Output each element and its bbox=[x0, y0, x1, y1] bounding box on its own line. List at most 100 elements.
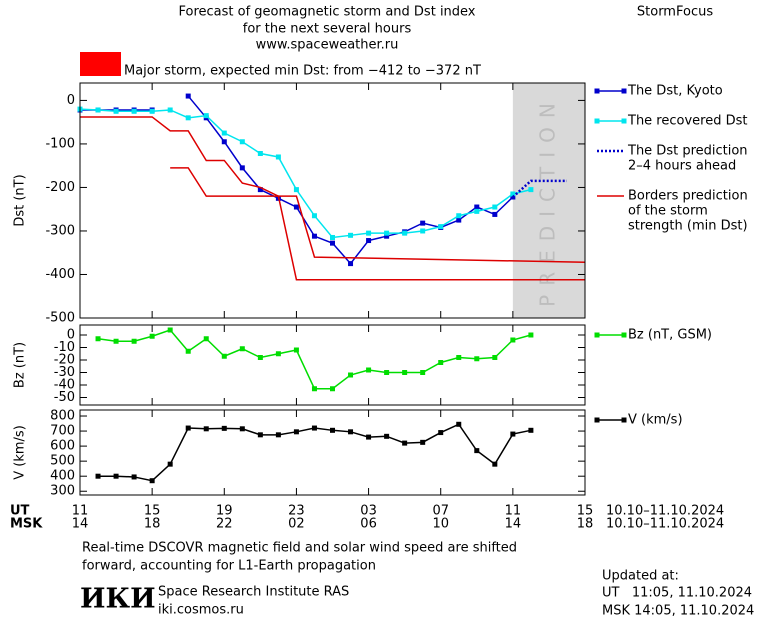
legend-marker bbox=[594, 118, 600, 124]
data-point bbox=[348, 232, 354, 238]
x-tick-label: 15 bbox=[577, 504, 594, 519]
legend-marker bbox=[621, 417, 627, 423]
plot-frame bbox=[79, 409, 586, 496]
legend-label: The Dst, Kyoto bbox=[627, 84, 723, 99]
data-point bbox=[330, 427, 335, 433]
y-tick-label: 600 bbox=[50, 439, 75, 454]
legend-label: strength (min Dst) bbox=[628, 219, 748, 234]
y-tick-label: -400 bbox=[45, 267, 75, 282]
data-point bbox=[203, 336, 209, 342]
data-point bbox=[348, 429, 354, 435]
data-point bbox=[239, 139, 245, 145]
data-point bbox=[384, 433, 390, 439]
data-point bbox=[185, 425, 191, 431]
data-point bbox=[384, 230, 390, 236]
data-point bbox=[257, 187, 263, 193]
x-tick-label: 11 bbox=[72, 504, 89, 519]
legend-marker bbox=[594, 88, 600, 94]
data-point bbox=[311, 233, 317, 239]
data-point bbox=[239, 165, 245, 171]
x-tick-label-msk: 18 bbox=[144, 517, 161, 532]
data-point bbox=[293, 204, 299, 210]
legend-label: 2–4 hours ahead bbox=[628, 159, 736, 174]
y-tick-label: -50 bbox=[54, 390, 75, 405]
title: www.spaceweather.ru bbox=[256, 38, 399, 53]
data-point bbox=[167, 107, 173, 113]
data-point bbox=[420, 228, 426, 234]
data-point bbox=[384, 233, 390, 239]
x-tick-label: 23 bbox=[288, 504, 305, 519]
prediction-region bbox=[512, 83, 585, 318]
data-point bbox=[402, 440, 408, 446]
data-point bbox=[456, 355, 462, 360]
y-axis-label: Bz (nT) bbox=[13, 342, 28, 388]
data-point bbox=[113, 338, 119, 344]
x-tick-label: 19 bbox=[216, 504, 233, 519]
y-axis-label: Dst (nT) bbox=[13, 174, 28, 226]
data-point bbox=[528, 332, 534, 338]
series-line bbox=[512, 179, 567, 198]
data-point bbox=[167, 327, 173, 333]
x-tick-label-msk: 14 bbox=[72, 517, 89, 532]
data-point bbox=[185, 115, 191, 121]
legend-marker bbox=[594, 332, 600, 338]
data-point bbox=[275, 432, 281, 438]
note: Real-time DSCOVR magnetic field and sola… bbox=[82, 541, 517, 556]
data-point bbox=[330, 240, 335, 246]
y-axis-label: V (km/s) bbox=[13, 425, 28, 480]
y-tick-label: 800 bbox=[50, 409, 75, 424]
legend-marker bbox=[621, 332, 627, 338]
note: forward, accounting for L1-Earth propaga… bbox=[82, 559, 376, 574]
legend-marker bbox=[594, 417, 600, 423]
data-point bbox=[492, 211, 498, 217]
series-line bbox=[98, 423, 532, 482]
annotation: Major storm, expected min Dst: from −412… bbox=[124, 64, 481, 79]
y-tick-label: -500 bbox=[45, 311, 75, 326]
date-label: 10.10–11.10.2024 bbox=[606, 504, 724, 519]
data-point bbox=[131, 338, 137, 344]
data-point bbox=[221, 130, 227, 136]
y-tick-label: -10 bbox=[54, 340, 75, 355]
data-point bbox=[221, 425, 227, 431]
data-point bbox=[149, 333, 155, 339]
y-tick-label: 0 bbox=[67, 93, 75, 108]
y-tick-label: -40 bbox=[54, 378, 75, 393]
data-point bbox=[275, 154, 281, 160]
logo: ИКИ bbox=[80, 584, 156, 615]
data-point bbox=[330, 234, 335, 240]
series-line bbox=[80, 95, 514, 265]
data-point bbox=[492, 461, 498, 467]
data-point bbox=[528, 187, 534, 193]
data-point bbox=[474, 448, 480, 454]
plot-frame bbox=[79, 324, 586, 406]
data-point bbox=[257, 355, 263, 360]
data-point bbox=[185, 348, 191, 354]
data-point bbox=[131, 108, 137, 114]
data-point bbox=[203, 426, 209, 432]
data-point bbox=[456, 217, 462, 223]
plot-frame bbox=[79, 82, 586, 319]
data-point bbox=[203, 113, 209, 119]
series-line bbox=[170, 167, 585, 281]
data-point bbox=[420, 370, 426, 375]
data-point bbox=[474, 208, 480, 214]
data-point bbox=[492, 204, 498, 210]
legend-marker bbox=[621, 88, 627, 94]
data-point bbox=[239, 346, 245, 352]
updated-time: MSK 14:05, 11.10.2024 bbox=[602, 604, 754, 619]
annotation-swatch bbox=[80, 52, 121, 76]
data-point bbox=[366, 238, 372, 244]
data-point bbox=[239, 426, 245, 432]
x-tick-label-msk: 18 bbox=[577, 517, 594, 532]
prediction-label: PREDICTION bbox=[535, 94, 559, 307]
updated-label: Updated at: bbox=[602, 569, 679, 584]
data-point bbox=[402, 230, 408, 236]
x-tick-label: 03 bbox=[360, 504, 377, 519]
y-tick-label: -100 bbox=[45, 136, 75, 151]
data-point bbox=[311, 425, 317, 431]
data-point bbox=[113, 473, 119, 479]
y-tick-label: 500 bbox=[50, 454, 75, 469]
institute: Space Research Institute RAS bbox=[158, 585, 349, 600]
x-row-label: UT bbox=[10, 504, 30, 519]
